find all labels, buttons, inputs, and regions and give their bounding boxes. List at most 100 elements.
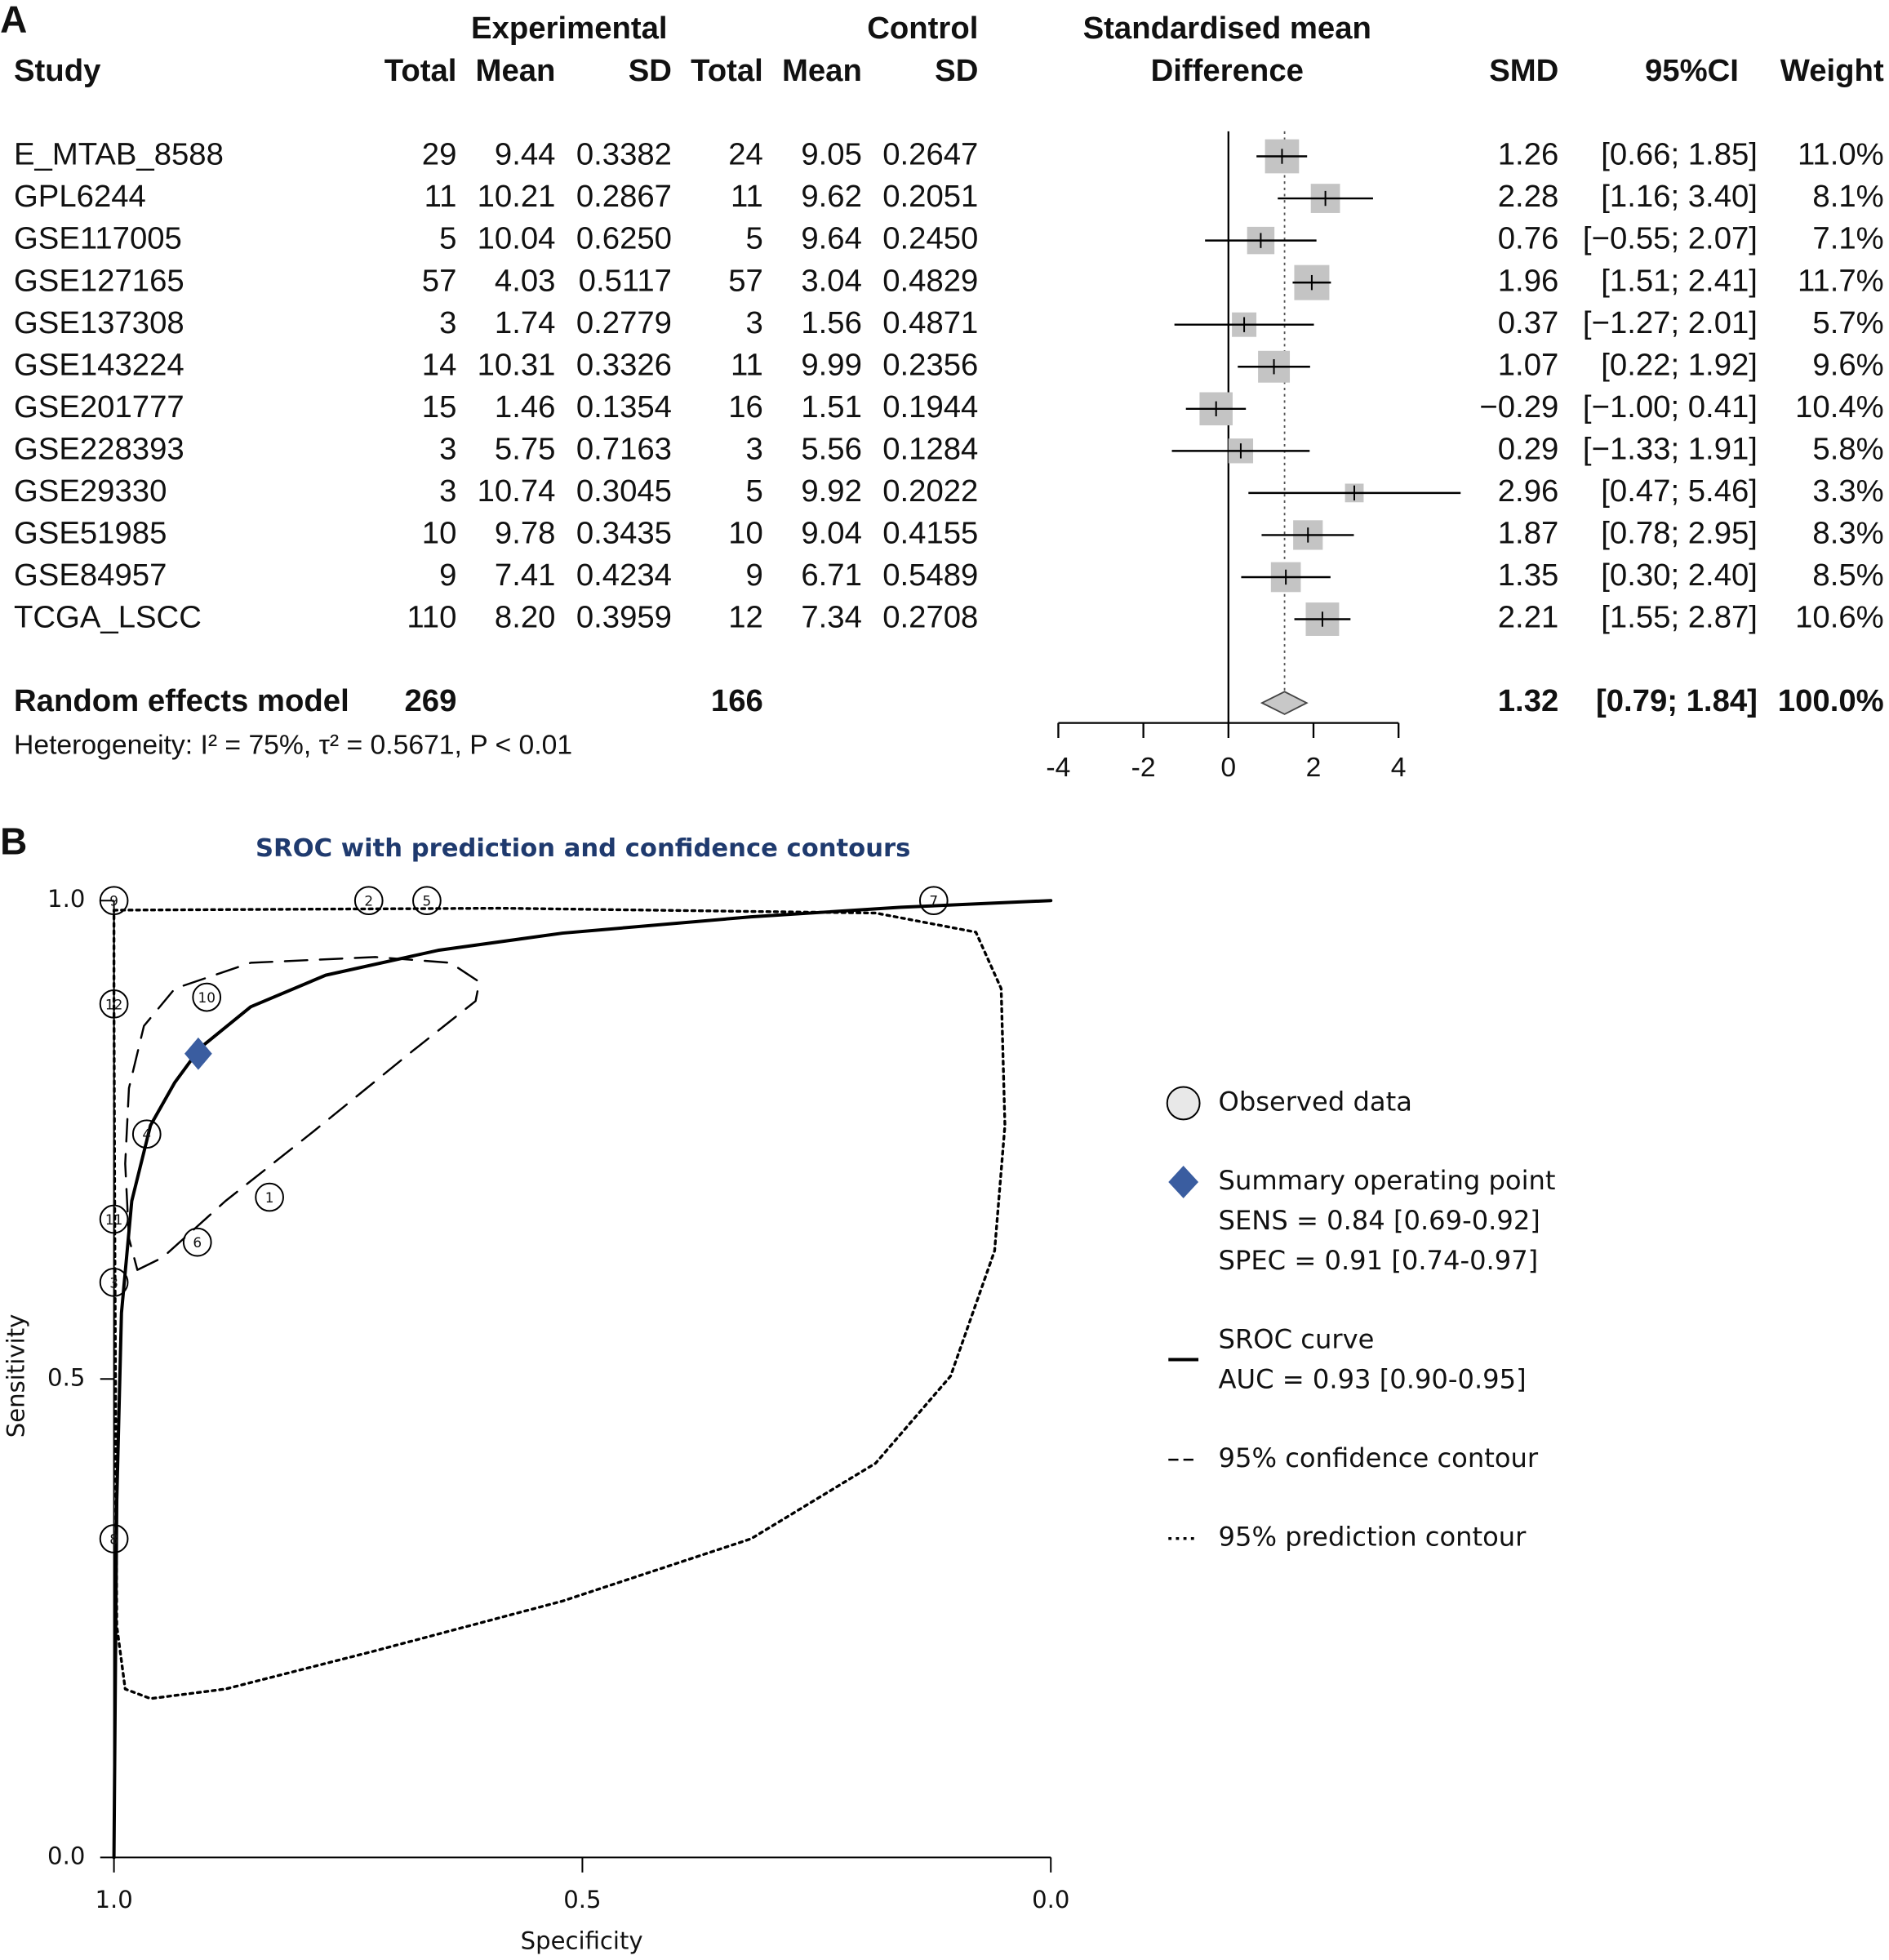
control-cell: 7.34: [801, 600, 862, 635]
summary-weight: 100.0%: [1778, 683, 1884, 718]
study-name: GSE29330: [14, 473, 167, 509]
control-cell: 3.04: [801, 263, 862, 298]
summary-name: Random effects model: [14, 683, 349, 718]
control-cell: 12: [728, 600, 763, 635]
point-label: 9: [109, 893, 118, 909]
control-cell: 1.56: [801, 305, 862, 340]
legend-label: 95% confidence contour: [1219, 1442, 1539, 1473]
study-name: GPL6244: [14, 179, 146, 214]
observed-point: [99, 1268, 129, 1297]
control-cell: 5: [746, 221, 763, 256]
study-name: GSE84957: [14, 558, 167, 593]
experimental-cell: 0.6250: [576, 221, 672, 256]
point-label: 6: [193, 1234, 202, 1251]
experimental-cell: 0.1354: [576, 389, 672, 424]
control-cell: 0.2450: [882, 221, 978, 256]
experimental-cell: 9: [439, 558, 456, 593]
control-cell: 9.99: [801, 347, 862, 382]
experimental-cell: 8.20: [495, 600, 556, 635]
control-cell: 1.51: [801, 389, 862, 424]
experimental-cell: 10.74: [478, 473, 556, 509]
experimental-cell: 5: [439, 221, 456, 256]
x-tick-label: 4: [1391, 752, 1407, 783]
ci-label: [0.30; 2.40]: [1601, 558, 1758, 593]
experimental-cell: 9.78: [495, 516, 556, 551]
x-tick-label: -4: [1046, 752, 1070, 783]
experimental-cell: 0.5117: [579, 263, 672, 298]
control-cell: 3: [746, 305, 763, 340]
experimental-cell: 0.3382: [576, 137, 672, 172]
experimental-cell: 10.31: [478, 347, 556, 382]
legend-label: SROC curve: [1219, 1324, 1375, 1355]
weight-label: 11.7%: [1798, 263, 1884, 298]
ci-label: [0.22; 1.92]: [1601, 347, 1758, 382]
header: 95%CI: [1645, 53, 1739, 88]
chart-title: SROC with prediction and confidence cont…: [256, 834, 910, 863]
header: Mean: [782, 53, 862, 88]
point-label: 7: [929, 893, 938, 909]
study-name: TCGA_LSCC: [14, 600, 202, 635]
experimental-cell: 15: [422, 389, 457, 424]
point-label: 11: [105, 1211, 122, 1228]
control-cell: 0.1944: [882, 389, 978, 424]
summary-diamond: [1260, 691, 1309, 715]
experimental-cell: 0.3045: [576, 473, 672, 509]
experimental-cell: 10.21: [478, 179, 556, 214]
smd-label: 1.26: [1498, 137, 1559, 172]
smd-label: 2.21: [1498, 600, 1559, 635]
legend-label: 95% prediction contour: [1219, 1522, 1527, 1553]
control-cell: 0.2051: [882, 179, 978, 214]
header: SD: [935, 53, 978, 88]
control-cell: 11: [731, 347, 763, 382]
smd-label: 0.29: [1498, 431, 1559, 466]
experimental-cell: 3: [439, 431, 456, 466]
legend-detail: SENS = 0.84 [0.69-0.92]: [1219, 1205, 1540, 1236]
summary-smd: 1.32: [1498, 683, 1559, 718]
weight-label: 8.1%: [1812, 179, 1883, 214]
legend-swatch: [1166, 1086, 1201, 1121]
y-tick-label: 0.0: [47, 1842, 85, 1869]
header: Total: [691, 53, 763, 88]
control-cell: 9.92: [801, 473, 862, 509]
weight-label: 8.5%: [1812, 558, 1883, 593]
y-axis-label: Sensitivity: [2, 1314, 30, 1438]
observed-point: [182, 1227, 212, 1257]
header: Experimental: [471, 11, 668, 46]
smd-label: 0.37: [1498, 305, 1559, 340]
weight-label: 5.7%: [1812, 305, 1883, 340]
experimental-cell: 0.7163: [576, 431, 672, 466]
weight-label: 5.8%: [1812, 431, 1883, 466]
weight-label: 10.4%: [1795, 389, 1884, 424]
curve: [112, 906, 1007, 1700]
weight-label: 10.6%: [1795, 600, 1884, 635]
observed-point: [99, 989, 129, 1019]
observed-point: [353, 886, 384, 916]
curve: [124, 956, 481, 1271]
study-name: GSE51985: [14, 516, 167, 551]
experimental-cell: 14: [422, 347, 457, 382]
observed-point: [99, 1204, 129, 1234]
control-cell: 0.5489: [882, 558, 978, 593]
experimental-cell: 0.3326: [576, 347, 672, 382]
control-cell: 9.04: [801, 516, 862, 551]
ci-label: [1.51; 2.41]: [1601, 263, 1758, 298]
control-cell: 0.1284: [882, 431, 978, 466]
ci-label: [0.47; 5.46]: [1601, 473, 1758, 509]
experimental-cell: 110: [407, 600, 456, 635]
control-cell: 5.56: [801, 431, 862, 466]
observed-point: [131, 1119, 162, 1149]
smd-label: 1.07: [1498, 347, 1559, 382]
control-cell: 11: [731, 179, 763, 214]
weight-label: 9.6%: [1812, 347, 1883, 382]
control-cell: 5: [746, 473, 763, 509]
study-name: GSE137308: [14, 305, 184, 340]
point-label: 4: [142, 1127, 151, 1143]
study-name: E_MTAB_8588: [14, 137, 224, 172]
control-cell: 0.4829: [882, 263, 978, 298]
observed-point: [918, 886, 949, 916]
x-tick-label: 0.5: [563, 1886, 601, 1913]
panel-label: B: [0, 820, 27, 862]
experimental-cell: 0.2867: [576, 179, 672, 214]
control-cell: 24: [728, 137, 763, 172]
